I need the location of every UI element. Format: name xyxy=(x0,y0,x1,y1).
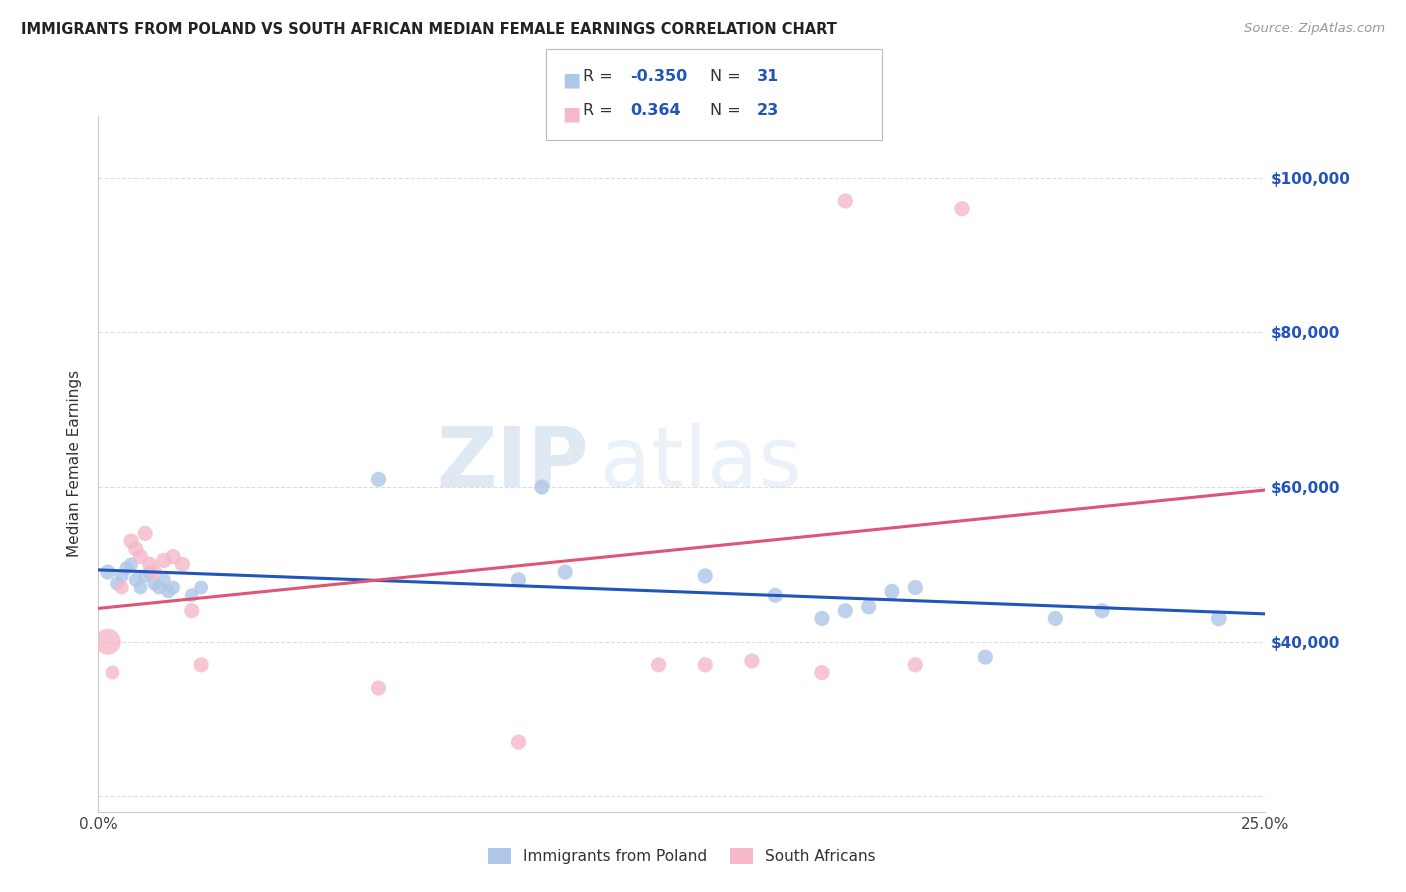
Point xyxy=(904,657,927,672)
Point xyxy=(858,599,880,614)
Point xyxy=(180,604,202,618)
Text: 0.364: 0.364 xyxy=(630,103,681,118)
Point xyxy=(139,558,162,572)
Point xyxy=(157,584,180,599)
Point xyxy=(111,569,134,583)
Point xyxy=(834,604,856,618)
Point xyxy=(554,565,576,579)
Point xyxy=(741,654,763,668)
Point xyxy=(880,584,903,599)
Point xyxy=(811,665,834,680)
Point xyxy=(695,657,717,672)
Point xyxy=(97,565,120,579)
Point xyxy=(115,561,138,575)
Y-axis label: Median Female Earnings: Median Female Earnings xyxy=(67,370,83,558)
Point xyxy=(180,588,202,602)
Point xyxy=(101,665,124,680)
Text: IMMIGRANTS FROM POLAND VS SOUTH AFRICAN MEDIAN FEMALE EARNINGS CORRELATION CHART: IMMIGRANTS FROM POLAND VS SOUTH AFRICAN … xyxy=(21,22,837,37)
Point xyxy=(143,576,166,591)
Point xyxy=(148,581,170,595)
Point xyxy=(190,657,212,672)
Point xyxy=(508,573,530,587)
Text: R =: R = xyxy=(583,69,619,84)
Point xyxy=(139,565,162,579)
Point xyxy=(120,558,142,572)
Point xyxy=(152,573,174,587)
Legend: Immigrants from Poland, South Africans: Immigrants from Poland, South Africans xyxy=(482,842,882,871)
Point xyxy=(811,611,834,625)
Text: 31: 31 xyxy=(756,69,779,84)
Text: ■: ■ xyxy=(562,104,581,123)
Point xyxy=(1045,611,1067,625)
Point xyxy=(647,657,669,672)
Text: N =: N = xyxy=(710,69,747,84)
Text: -0.350: -0.350 xyxy=(630,69,688,84)
Point xyxy=(125,573,148,587)
Text: ZIP: ZIP xyxy=(436,424,589,504)
Point xyxy=(367,472,389,486)
Point xyxy=(134,569,156,583)
Point xyxy=(134,526,156,541)
Point xyxy=(695,569,717,583)
Point xyxy=(97,634,120,648)
Point xyxy=(111,581,134,595)
Point xyxy=(904,581,927,595)
Text: 23: 23 xyxy=(756,103,779,118)
Text: ■: ■ xyxy=(562,70,581,89)
Text: N =: N = xyxy=(710,103,747,118)
Point xyxy=(367,681,389,695)
Text: atlas: atlas xyxy=(600,424,801,504)
Point xyxy=(763,588,786,602)
Point xyxy=(1208,611,1230,625)
Point xyxy=(508,735,530,749)
Point xyxy=(152,553,174,567)
Point xyxy=(190,581,212,595)
Point xyxy=(162,581,184,595)
Point xyxy=(834,194,856,208)
Point xyxy=(120,534,142,549)
Point xyxy=(950,202,973,216)
Point xyxy=(143,565,166,579)
Point xyxy=(1091,604,1114,618)
Point xyxy=(530,480,553,494)
Point xyxy=(162,549,184,564)
Point xyxy=(974,650,997,665)
Point xyxy=(172,558,194,572)
Text: R =: R = xyxy=(583,103,623,118)
Text: Source: ZipAtlas.com: Source: ZipAtlas.com xyxy=(1244,22,1385,36)
Point xyxy=(125,541,148,556)
Point xyxy=(105,576,128,591)
Point xyxy=(129,549,152,564)
Point xyxy=(129,581,152,595)
